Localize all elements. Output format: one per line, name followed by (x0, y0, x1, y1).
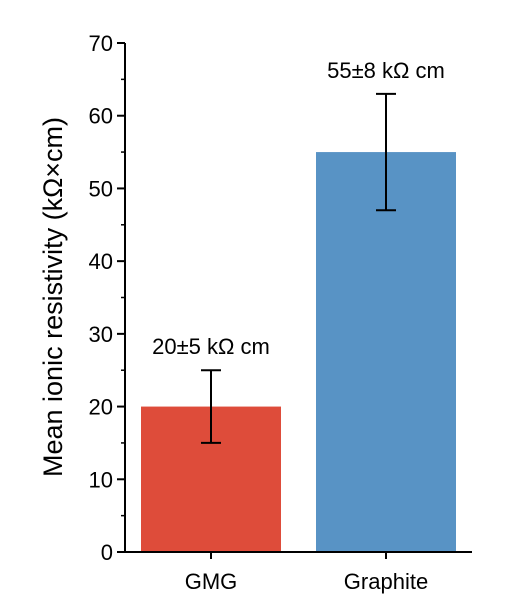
y-axis-label: Mean ionic resistivity (kΩ×cm) (38, 117, 68, 477)
y-tick-label-40: 40 (89, 249, 113, 274)
y-tick-label-50: 50 (89, 176, 113, 201)
bar-graphite (316, 152, 456, 553)
x-tick-label-graphite: Graphite (344, 569, 428, 594)
y-tick-label-30: 30 (89, 322, 113, 347)
error-bars-group (201, 92, 396, 444)
x-ticks-group: GMG Graphite (185, 552, 428, 594)
x-tick-label-gmg: GMG (185, 569, 238, 594)
y-tick-label-10: 10 (89, 467, 113, 492)
data-label-graphite: 55±8 kΩ cm (327, 58, 445, 83)
y-tick-label-0: 0 (101, 540, 113, 565)
y-tick-label-70: 70 (89, 31, 113, 56)
y-ticks-group: 0 10 20 30 40 50 60 70 (89, 31, 125, 565)
y-tick-label-60: 60 (89, 104, 113, 129)
data-label-gmg: 20±5 kΩ cm (152, 334, 270, 359)
y-tick-label-20: 20 (89, 395, 113, 420)
data-labels-group: 20±5 kΩ cm 55±8 kΩ cm (152, 58, 445, 359)
